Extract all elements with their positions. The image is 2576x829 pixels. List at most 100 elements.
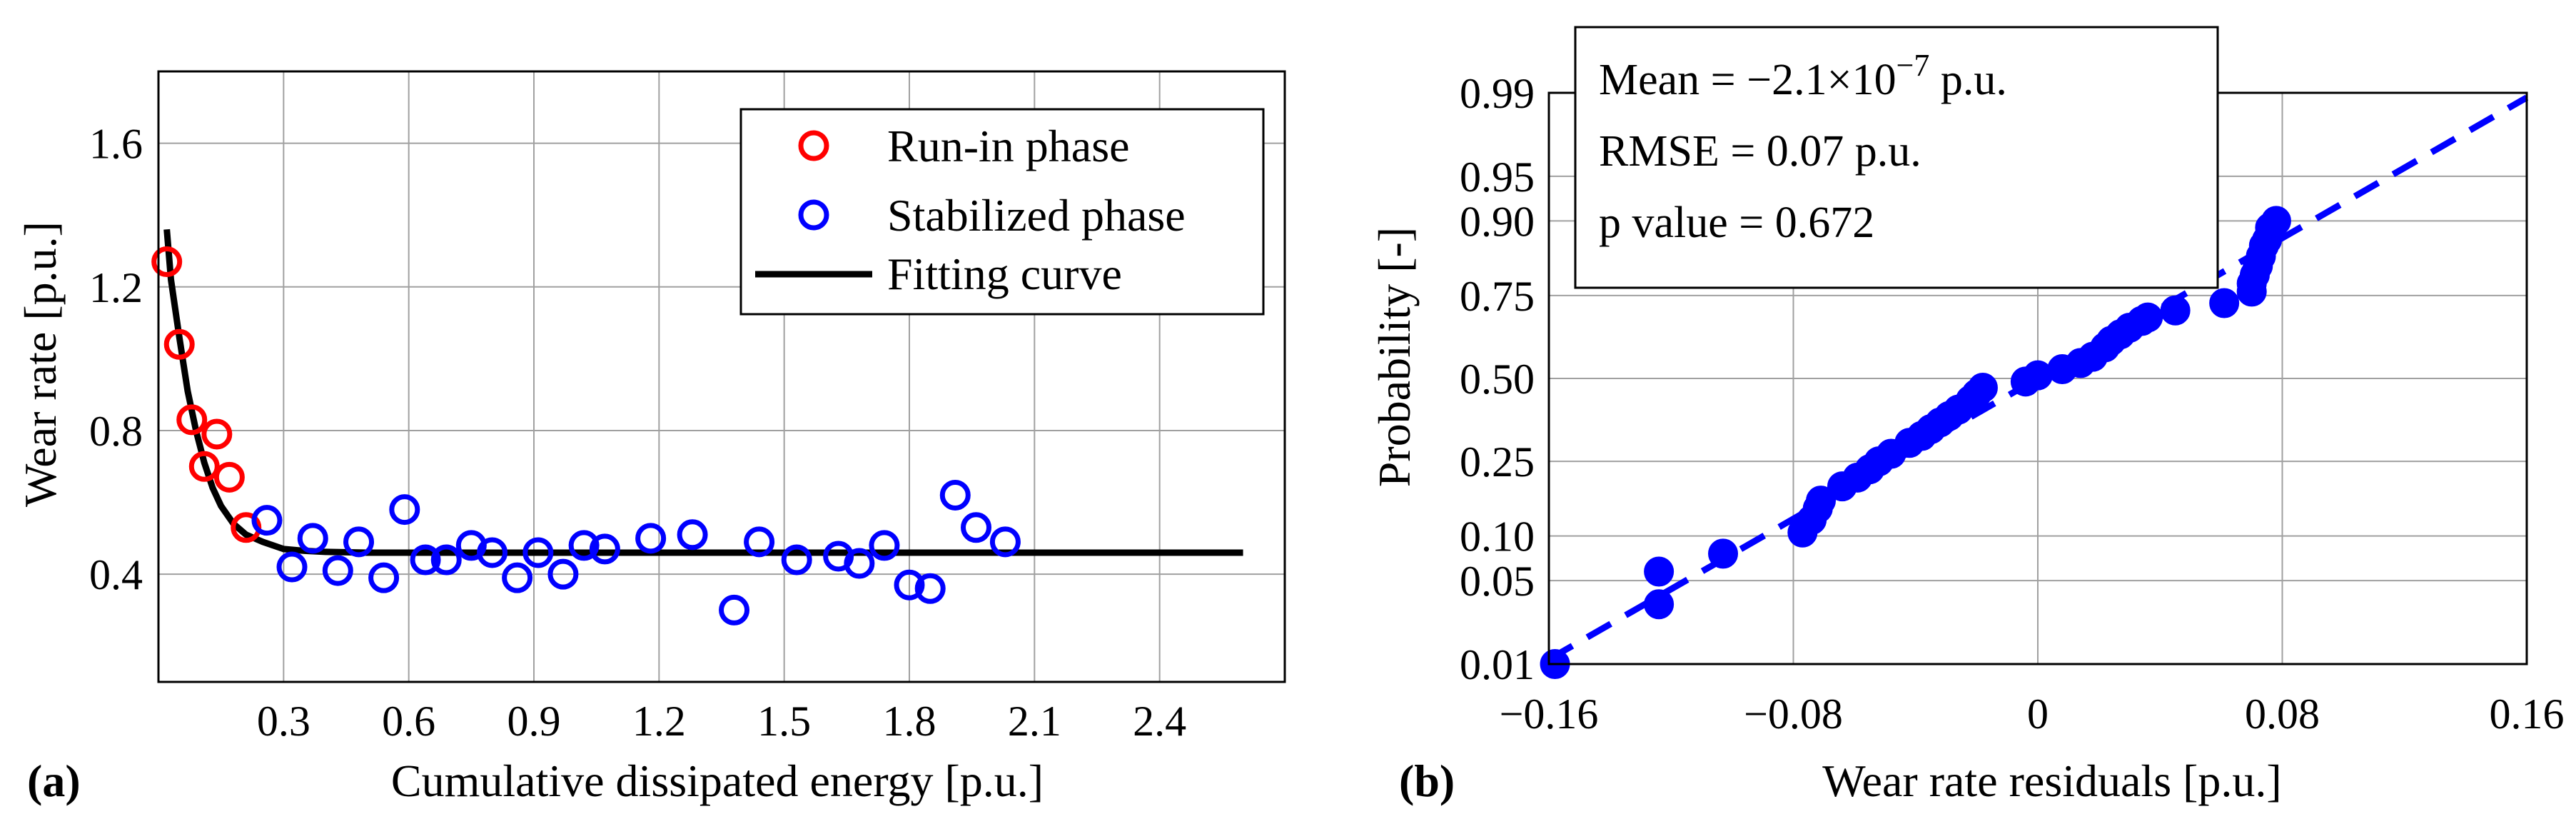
chart-a-frame bbox=[157, 70, 1286, 683]
stabilized-point bbox=[297, 523, 328, 554]
residual-point bbox=[1644, 556, 1675, 587]
panel-b-label: (b) bbox=[1399, 755, 1455, 806]
stabilized-point bbox=[568, 530, 600, 561]
legend-stabilized-label: Stabilized phase bbox=[887, 190, 1186, 241]
chart-a-x-tick-label: 1.2 bbox=[632, 698, 686, 745]
residual-point bbox=[2209, 288, 2240, 318]
chart-b-y-tick-label: 0.90 bbox=[1460, 198, 1535, 245]
stats-mean: Mean = −2.1×10−7 p.u. bbox=[1599, 48, 2007, 104]
stabilized-point bbox=[635, 523, 667, 554]
chart-a-fit-group bbox=[163, 228, 1243, 556]
stabilized-point bbox=[989, 526, 1021, 558]
chart-a-x-tick-label: 0.9 bbox=[507, 698, 561, 745]
chart-b-y-tick-label: 0.10 bbox=[1460, 513, 1535, 561]
residual-point bbox=[2261, 206, 2291, 236]
run-in-point bbox=[176, 404, 208, 436]
chart-b-x-tick-label: −0.08 bbox=[1744, 690, 1843, 738]
stabilized-point bbox=[410, 544, 441, 576]
run-in-point bbox=[151, 246, 183, 278]
chart-b-x-ticks: −0.16 −0.08 0 0.08 0.16 bbox=[1500, 690, 2565, 738]
stabilized-point bbox=[719, 594, 750, 625]
chart-b-y-tick-label: 0.25 bbox=[1460, 438, 1535, 486]
stabilized-point bbox=[276, 551, 308, 583]
stabilized-point bbox=[939, 479, 971, 511]
chart-b-reference-group bbox=[1547, 94, 2529, 663]
stabilized-point bbox=[368, 562, 400, 593]
chart-b: −0.16 −0.08 0 0.08 0.16 0.01 0.050.10 0.25 0.50… bbox=[1369, 26, 2565, 806]
residual-point bbox=[2133, 302, 2163, 333]
chart-b-y-tick-label: 0.01 bbox=[1460, 641, 1535, 688]
chart-b-x-tick-label: 0.16 bbox=[2490, 690, 2565, 738]
chart-a-x-tick-label: 0.3 bbox=[257, 698, 310, 745]
chart-a-y-tick-label: 1.6 bbox=[89, 121, 143, 168]
stabilized-point bbox=[389, 494, 420, 526]
chart-b-y-tick-label: 0.05 bbox=[1460, 558, 1535, 605]
chart-a-legend: Run-in phase Stabilized phase Fitting cu… bbox=[739, 108, 1265, 316]
stabilized-point bbox=[894, 569, 925, 601]
chart-a-x-ticks: 0.3 0.6 0.9 1.2 1.5 1.8 2.1 2.4 bbox=[257, 698, 1186, 745]
chart-b-stats-frame bbox=[1574, 26, 2219, 289]
run-in-point bbox=[163, 328, 195, 360]
stabilized-point bbox=[914, 573, 946, 604]
chart-b-y-axis-label: Probability [-] bbox=[1369, 227, 1420, 487]
stats-mean-exponent: −7 bbox=[1896, 48, 1930, 83]
stabilized-point bbox=[744, 526, 775, 558]
stats-rmse: RMSE = 0.07 p.u. bbox=[1599, 127, 1921, 176]
legend-stabilized-marker bbox=[798, 199, 829, 231]
chart-b-y-ticks: 0.01 0.050.10 0.25 0.50 0.75 0.900.95 0.99 bbox=[1460, 70, 1535, 688]
stabilized-point bbox=[781, 544, 812, 576]
chart-a-x-tick-label: 1.8 bbox=[883, 698, 936, 745]
residual-point bbox=[2160, 295, 2191, 326]
stabilized-point bbox=[477, 537, 508, 568]
stabilized-point bbox=[430, 544, 462, 576]
chart-a-x-tick-label: 2.1 bbox=[1008, 698, 1061, 745]
chart-a-fit-line bbox=[163, 228, 1243, 556]
residual-point bbox=[1806, 486, 1837, 516]
chart-b-y-tick-label: 0.95 bbox=[1460, 154, 1535, 201]
stabilized-point bbox=[547, 558, 579, 590]
residual-point bbox=[1967, 372, 1998, 403]
stats-mean-suffix: p.u. bbox=[1929, 56, 2007, 104]
chart-a-y-ticks: 0.4 0.8 1.2 1.6 bbox=[89, 121, 143, 599]
residual-point bbox=[1644, 589, 1675, 620]
stabilized-point bbox=[869, 530, 900, 561]
chart-a-x-tick-label: 1.5 bbox=[757, 698, 811, 745]
stabilized-point bbox=[502, 562, 533, 593]
stabilized-point bbox=[343, 526, 375, 558]
chart-a-y-tick-label: 0.8 bbox=[89, 408, 143, 455]
run-in-point bbox=[188, 451, 220, 482]
stabilized-point bbox=[251, 505, 283, 536]
chart-a: 0.3 0.6 0.9 1.2 1.5 1.8 2.1 2.4 0.4 0.8 1.2 1.6 Cu… bbox=[15, 70, 1286, 806]
chart-b-y-tick-label: 0.99 bbox=[1460, 70, 1535, 117]
run-in-point bbox=[213, 461, 245, 493]
stabilized-point bbox=[677, 519, 708, 551]
stabilized-point bbox=[589, 533, 620, 565]
chart-a-y-axis-label: Wear rate [p.u.] bbox=[15, 221, 66, 507]
stabilized-point bbox=[844, 548, 875, 579]
chart-b-residual-points bbox=[1540, 206, 2291, 679]
chart-b-x-tick-label: 0 bbox=[2027, 690, 2049, 738]
chart-b-x-tick-label: 0.08 bbox=[2245, 690, 2320, 738]
legend-run-in-label: Run-in phase bbox=[887, 121, 1130, 171]
stabilized-point bbox=[322, 555, 353, 586]
chart-a-x-tick-label: 0.6 bbox=[382, 698, 435, 745]
chart-b-y-tick-label: 0.75 bbox=[1460, 273, 1535, 320]
chart-b-y-tick-label: 0.50 bbox=[1460, 356, 1535, 403]
chart-a-x-tick-label: 2.4 bbox=[1133, 698, 1186, 745]
chart-a-stabilized-points bbox=[251, 479, 1021, 625]
chart-a-y-tick-label: 1.2 bbox=[89, 264, 143, 311]
run-in-point bbox=[201, 418, 233, 450]
chart-b-x-tick-label: −0.16 bbox=[1500, 690, 1599, 738]
panel-a-label: (a) bbox=[27, 755, 81, 806]
residual-point bbox=[1708, 538, 1739, 569]
chart-a-x-axis-label: Cumulative dissipated energy [p.u.] bbox=[391, 755, 1044, 806]
legend-run-in-marker bbox=[798, 130, 829, 161]
stats-mean-prefix: Mean = −2.1×10 bbox=[1599, 56, 1896, 104]
chart-b-stats-box: Mean = −2.1×10−7 p.u. RMSE = 0.07 p.u. p… bbox=[1574, 26, 2219, 289]
stabilized-point bbox=[522, 537, 554, 568]
chart-a-y-tick-label: 0.4 bbox=[89, 551, 143, 598]
stats-p-value: p value = 0.672 bbox=[1599, 199, 1874, 247]
legend-fit-label: Fitting curve bbox=[887, 248, 1122, 299]
chart-b-x-axis-label: Wear rate residuals [p.u.] bbox=[1822, 755, 2281, 806]
